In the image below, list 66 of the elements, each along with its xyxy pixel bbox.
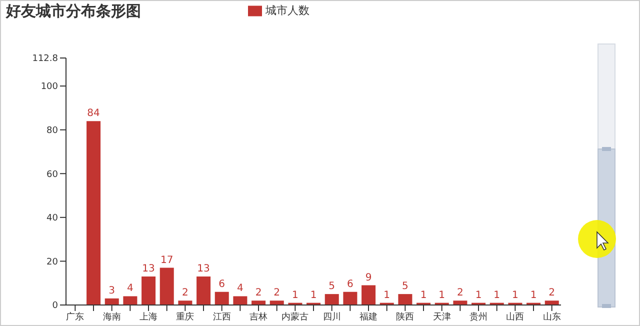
bar [160, 268, 174, 305]
data-label: 2 [182, 288, 188, 299]
data-label: 4 [127, 283, 134, 294]
bar [196, 276, 211, 305]
bar [178, 300, 192, 305]
y-tick-label: 80 [46, 126, 58, 136]
data-label: 6 [347, 278, 354, 290]
x-tick-label: 四川 [322, 311, 341, 322]
y-tick-label: 0 [52, 301, 58, 312]
y-tick-label: 60 [46, 170, 58, 180]
bar [398, 294, 412, 305]
y-tick-label: 40 [46, 214, 58, 224]
x-tick-label: 广东 [66, 311, 84, 322]
data-label: 5 [402, 281, 408, 292]
x-tick-label: 内蒙古 [282, 311, 309, 322]
x-tick-label: 重庆 [176, 311, 194, 322]
data-label: 1 [512, 290, 518, 301]
data-label: 2 [457, 288, 464, 299]
x-tick-label: 海南 [102, 311, 121, 322]
bar [104, 298, 119, 305]
x-tick-label: 山东 [542, 311, 561, 322]
bar [453, 300, 468, 305]
data-label: 4 [237, 283, 244, 294]
bar [343, 292, 358, 305]
chart-title: 好友城市分布条形图 [6, 2, 141, 21]
data-label: 1 [530, 290, 537, 301]
bar [362, 285, 376, 305]
bar [123, 296, 138, 305]
data-label: 2 [548, 288, 556, 299]
bar [544, 300, 559, 305]
data-label: 2 [274, 288, 280, 299]
bar [252, 300, 266, 305]
legend-label: 城市人数 [266, 4, 310, 17]
x-tick-label: 上海 [140, 311, 158, 322]
bar [86, 121, 101, 305]
data-label: 5 [328, 281, 336, 292]
data-label: 3 [108, 285, 116, 296]
data-label: 1 [475, 290, 482, 301]
data-label: 84 [87, 108, 100, 120]
x-tick-label: 吉林 [250, 311, 268, 322]
data-label: 17 [160, 254, 174, 266]
data-label: 1 [438, 290, 446, 301]
bar [270, 300, 284, 305]
y-tick-label: 20 [46, 257, 58, 268]
x-tick-label: 江西 [212, 311, 231, 322]
x-tick-label: 天津 [432, 311, 451, 322]
bar [233, 296, 248, 305]
x-tick-label: 福建 [360, 311, 378, 322]
data-label: 13 [142, 264, 155, 275]
data-label: 1 [384, 290, 390, 301]
bar [214, 292, 229, 305]
data-label: 2 [255, 288, 262, 299]
y-tick-label: 112.8 [32, 54, 58, 64]
x-tick-label: 陕西 [396, 311, 414, 322]
data-label: 9 [365, 272, 372, 284]
y-tick-label: 100 [40, 82, 58, 92]
data-label: 1 [292, 290, 298, 301]
data-label: 1 [420, 290, 427, 301]
data-label: 13 [197, 264, 210, 275]
x-tick-label: 贵州 [470, 311, 488, 322]
bar [324, 294, 339, 305]
data-label: 1 [494, 290, 500, 301]
data-label: 6 [218, 278, 226, 290]
data-label: 1 [310, 290, 317, 301]
bar [142, 276, 156, 305]
x-tick-label: 山西 [506, 311, 524, 322]
